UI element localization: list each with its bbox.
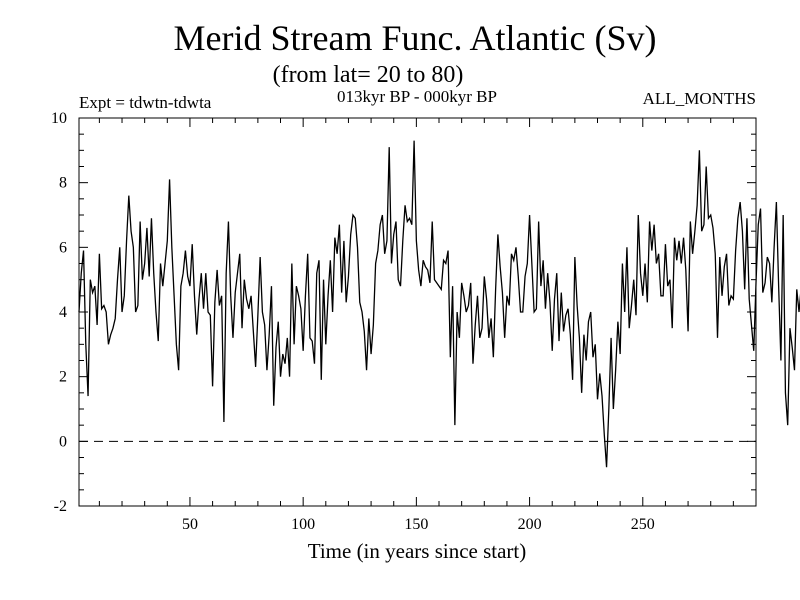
y-tick-label: 4 <box>59 304 67 321</box>
months-label: ALL_MONTHS <box>643 89 756 108</box>
y-tick-label: 8 <box>59 175 67 192</box>
period-label: 013kyr BP - 000kyr BP <box>337 87 497 106</box>
x-tick-label: 150 <box>404 516 428 533</box>
y-tick-label: 6 <box>59 239 67 256</box>
chart-subtitle: (from lat= 20 to 80) <box>273 62 464 88</box>
experiment-label: Expt = tdwtn-tdwta <box>79 93 212 112</box>
series-layer <box>78 140 800 468</box>
x-tick-label: 200 <box>518 516 542 533</box>
y-tick-label: -2 <box>54 498 67 515</box>
y-tick-label: 0 <box>59 433 67 450</box>
x-axis-label: Time (in years since start) <box>308 539 527 563</box>
y-tick-label: 10 <box>51 110 67 127</box>
x-tick-label: 250 <box>631 516 655 533</box>
x-tick-label: 50 <box>182 516 198 533</box>
series-line <box>78 140 800 468</box>
y-tick-label: 2 <box>59 369 67 386</box>
x-tick-label: 100 <box>291 516 315 533</box>
chart-title: Merid Stream Func. Atlantic (Sv) <box>174 18 657 58</box>
ticks-layer: 50 100 150 200 250 -2 0 2 4 6 8 10 <box>51 110 757 533</box>
